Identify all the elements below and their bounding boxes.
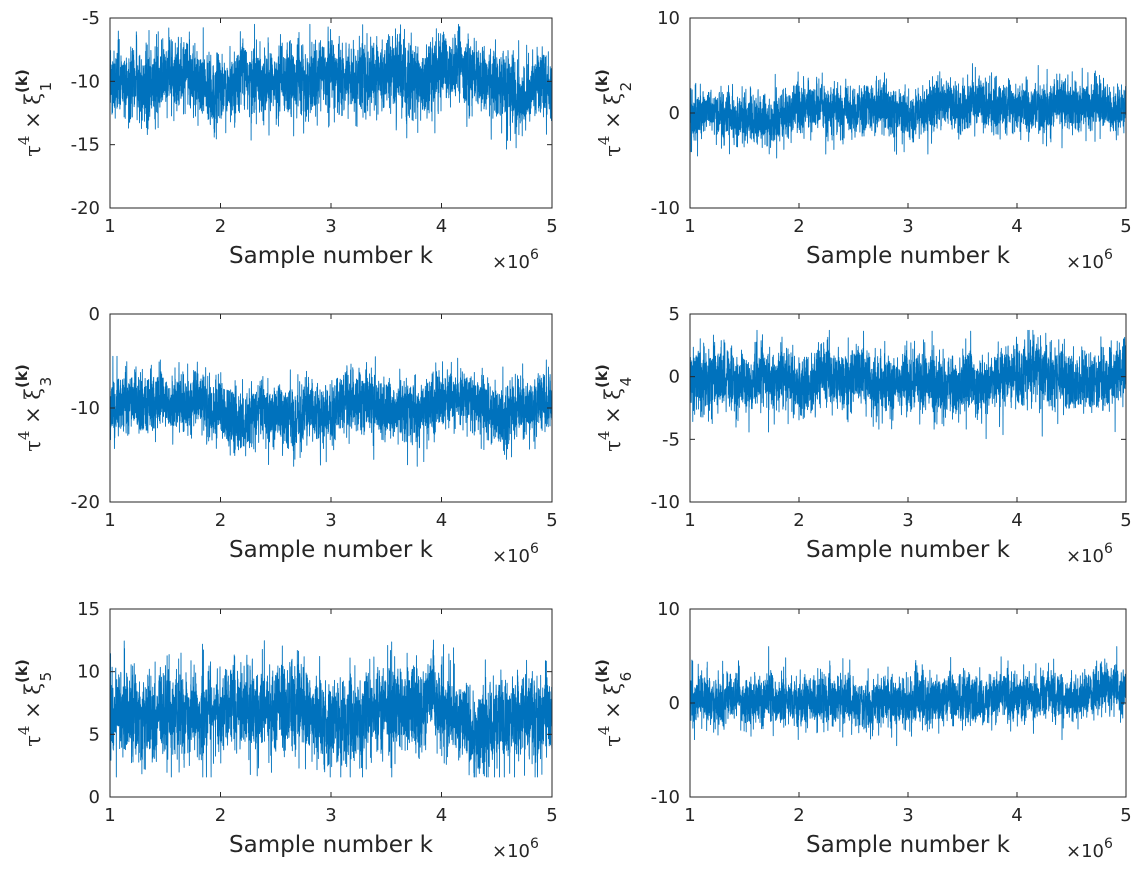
y-tick-label: 5	[669, 304, 680, 325]
signal-trace	[689, 646, 1127, 747]
x-tick-label: 4	[436, 216, 447, 237]
x-axis-label: Sample number k	[806, 832, 1011, 858]
x-axis-label: Sample number k	[229, 243, 434, 269]
y-tick-label: 5	[89, 724, 100, 745]
x-tick-label: 2	[793, 805, 804, 826]
x-axis-label: Sample number k	[229, 537, 434, 563]
x-axis-label: Sample number k	[806, 537, 1011, 563]
x-tick-label: 1	[684, 510, 695, 531]
x-tick-label: 4	[436, 805, 447, 826]
signal-trace	[109, 355, 553, 467]
x-tick-label: 1	[104, 216, 115, 237]
y-tick-label: 10	[657, 8, 680, 29]
y-tick-label: 0	[669, 103, 680, 124]
y-tick-label: -10	[71, 398, 100, 419]
x-tick-label: 4	[436, 510, 447, 531]
y-tick-label: 0	[89, 304, 100, 325]
subplot-2: 1 2 3 4 5 -10 0 10 Sample number k ×106 τ4 × ξ(k) 2	[593, 8, 1132, 273]
subplot-6: 1 2 3 4 5 -10 0 10 Sample number k ×106 τ4 × ξ(k) 6	[593, 599, 1132, 862]
y-axis-label: τ4 × ξ(k) 3	[13, 364, 55, 451]
x-tick-label: 4	[1011, 510, 1022, 531]
y-tick-label: -20	[71, 492, 100, 513]
y-tick-label: -5	[82, 8, 100, 29]
x-axis-label: Sample number k	[229, 832, 434, 858]
x-tick-label: 4	[1011, 216, 1022, 237]
x-tick-label: 3	[902, 805, 913, 826]
x-tick-label: 2	[793, 510, 804, 531]
x-multiplier-exponent: 6	[1104, 247, 1113, 263]
x-tick-label: 3	[902, 510, 913, 531]
y-tick-label: 0	[669, 367, 680, 388]
x-multiplier: ×106	[1066, 836, 1113, 862]
y-tick-label: 10	[77, 662, 100, 683]
y-tick-label: 10	[657, 599, 680, 620]
x-tick-label: 5	[546, 216, 557, 237]
subplot-4: 1 2 3 4 5 -10 -5 0 5 Sample number k ×106 τ4 × ξ(k)…	[593, 304, 1132, 567]
signal-trace	[109, 23, 553, 150]
y-axis-label: τ4 × ξ(k) 1	[13, 69, 55, 156]
y-axis-label: τ4 × ξ(k) 5	[13, 659, 55, 746]
x-tick-label: 5	[546, 510, 557, 531]
signal-trace	[109, 639, 553, 778]
x-multiplier-exponent: 6	[530, 541, 539, 557]
x-tick-label: 3	[902, 216, 913, 237]
x-multiplier: ×106	[492, 541, 539, 567]
x-multiplier: ×106	[492, 247, 539, 273]
x-multiplier: ×106	[1066, 247, 1113, 273]
x-tick-label: 2	[215, 510, 226, 531]
x-tick-label: 5	[1120, 510, 1131, 531]
signal-trace	[689, 329, 1127, 440]
x-tick-label: 2	[793, 216, 804, 237]
x-axis-label: Sample number k	[806, 243, 1011, 269]
x-tick-label: 3	[325, 510, 336, 531]
y-tick-label: -10	[651, 787, 680, 808]
x-tick-label: 3	[325, 216, 336, 237]
y-axis-label: τ4 × ξ(k) 2	[593, 69, 635, 156]
x-tick-label: 5	[546, 805, 557, 826]
signal-trace	[689, 63, 1127, 159]
x-tick-label: 5	[1120, 805, 1131, 826]
y-axis-label: τ4 × ξ(k) 4	[593, 364, 635, 451]
y-tick-label: -10	[651, 492, 680, 513]
y-tick-label: -5	[662, 429, 680, 450]
y-tick-label: 0	[669, 693, 680, 714]
x-multiplier-exponent: 6	[1104, 836, 1113, 852]
x-tick-label: 5	[1120, 216, 1131, 237]
x-multiplier: ×106	[1066, 541, 1113, 567]
x-tick-label: 3	[325, 805, 336, 826]
x-multiplier-exponent: 6	[530, 836, 539, 852]
x-tick-label: 1	[104, 805, 115, 826]
x-tick-label: 1	[104, 510, 115, 531]
y-tick-label: -20	[71, 198, 100, 219]
y-tick-label: 0	[89, 787, 100, 808]
subplot-3: 1 2 3 4 5 -20 -10 0 Sample number k ×106 τ4 × ξ(k)…	[13, 304, 558, 567]
x-tick-label: 4	[1011, 805, 1022, 826]
y-tick-label: -10	[71, 71, 100, 92]
subplot-1: 1 2 3 4 5 -20 -15 -10 -5 Sample number k ×106 τ4 × …	[13, 8, 558, 273]
y-tick-label: 15	[77, 599, 100, 620]
x-multiplier: ×106	[492, 836, 539, 862]
x-multiplier-exponent: 6	[530, 247, 539, 263]
subplot-5: 1 2 3 4 5 0 5 10 15 Sample number k ×106 τ4 × ξ(k) 5	[13, 599, 558, 862]
x-tick-label: 1	[684, 805, 695, 826]
y-tick-label: -10	[651, 198, 680, 219]
x-tick-label: 1	[684, 216, 695, 237]
x-multiplier-exponent: 6	[1104, 541, 1113, 557]
y-tick-label: -15	[71, 135, 100, 156]
x-tick-label: 2	[215, 216, 226, 237]
x-tick-label: 2	[215, 805, 226, 826]
y-axis-label: τ4 × ξ(k) 6	[593, 659, 635, 746]
